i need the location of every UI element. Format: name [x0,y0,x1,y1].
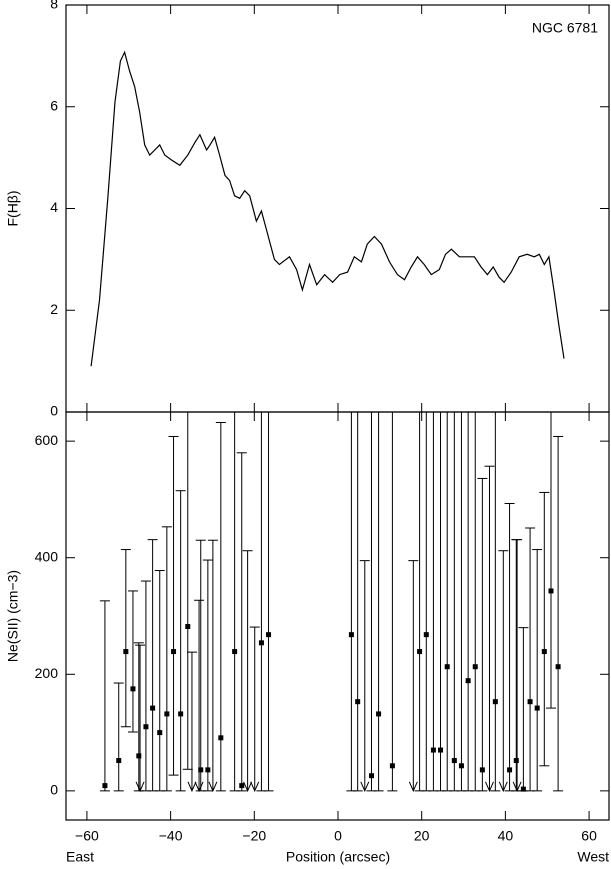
x-tick-label: 0 [334,828,342,844]
y-tick-label: 200 [35,665,59,681]
y-tick-label: 8 [50,0,58,12]
data-point [130,686,136,692]
x-tick-label: −20 [242,828,266,844]
data-point [513,758,519,764]
data-point [232,649,238,655]
data-point [548,588,554,594]
x-tick-label: 40 [498,828,514,844]
y-tick-label: 2 [50,301,58,317]
data-point [102,783,108,789]
data-point [520,786,526,792]
data-point [479,767,485,773]
data-point [438,747,444,753]
x-tick-label: −60 [75,828,99,844]
flux-line [90,50,565,367]
data-point [444,664,450,670]
data-point [116,758,122,764]
data-point [423,632,429,638]
upper-limit-arrow [498,781,508,793]
data-point [465,678,471,684]
data-point [123,649,129,655]
data-point [239,783,245,789]
plot-frame [65,411,610,821]
data-point [164,711,170,717]
y-tick-label: 0 [50,403,58,419]
y-tick-label: 4 [50,199,58,215]
data-point [527,699,533,705]
plot-frame [65,4,610,413]
upper-limit-arrow [135,781,145,793]
data-point [492,699,498,705]
data-point [205,767,211,773]
data-point [348,632,354,638]
data-point [541,649,547,655]
data-point [451,758,457,764]
upper-limit-arrow [208,781,218,793]
data-point [389,763,395,769]
data-point [185,623,191,629]
x-tick-label: 20 [414,828,430,844]
x-axis-label: Position (arcsec) [286,849,390,865]
data-point [178,711,184,717]
data-point [171,649,177,655]
data-point [458,763,464,769]
y-tick-label: 6 [50,97,58,113]
data-point [198,767,204,773]
annotation: NGC 6781 [532,20,598,36]
data-point [143,724,149,730]
data-point [258,640,264,646]
y-tick-label: 600 [35,432,59,448]
data-point [376,711,382,717]
x-tick-label: 60 [581,828,597,844]
upper-limit-arrow [194,781,204,793]
upper-limit-arrow [250,781,260,793]
x-tick-label: −40 [159,828,183,844]
upper-limit-arrow [512,781,522,793]
upper-limit-arrow [408,781,418,793]
data-point [355,699,361,705]
data-point [417,649,423,655]
data-point [534,705,540,711]
east-label: East [66,849,94,865]
upper-limit-arrow [243,781,253,793]
data-point [218,735,224,741]
data-point [507,767,513,773]
data-point [430,747,436,753]
data-point [368,773,374,779]
data-point [266,632,272,638]
upper-limit-arrow [485,781,494,793]
data-point [150,705,156,711]
y-tick-label: 400 [35,548,59,564]
west-label: West [577,849,609,865]
y-axis-label: Ne(SII) (cm−3) [5,570,21,662]
data-point [157,730,163,736]
upper-limit-arrow [360,781,370,793]
upper-limit-arrow [187,781,197,793]
data-point [555,664,561,670]
data-point [136,753,142,759]
data-point [472,664,478,670]
y-axis-label: F(Hβ) [5,190,21,226]
y-tick-label: 0 [50,782,58,798]
